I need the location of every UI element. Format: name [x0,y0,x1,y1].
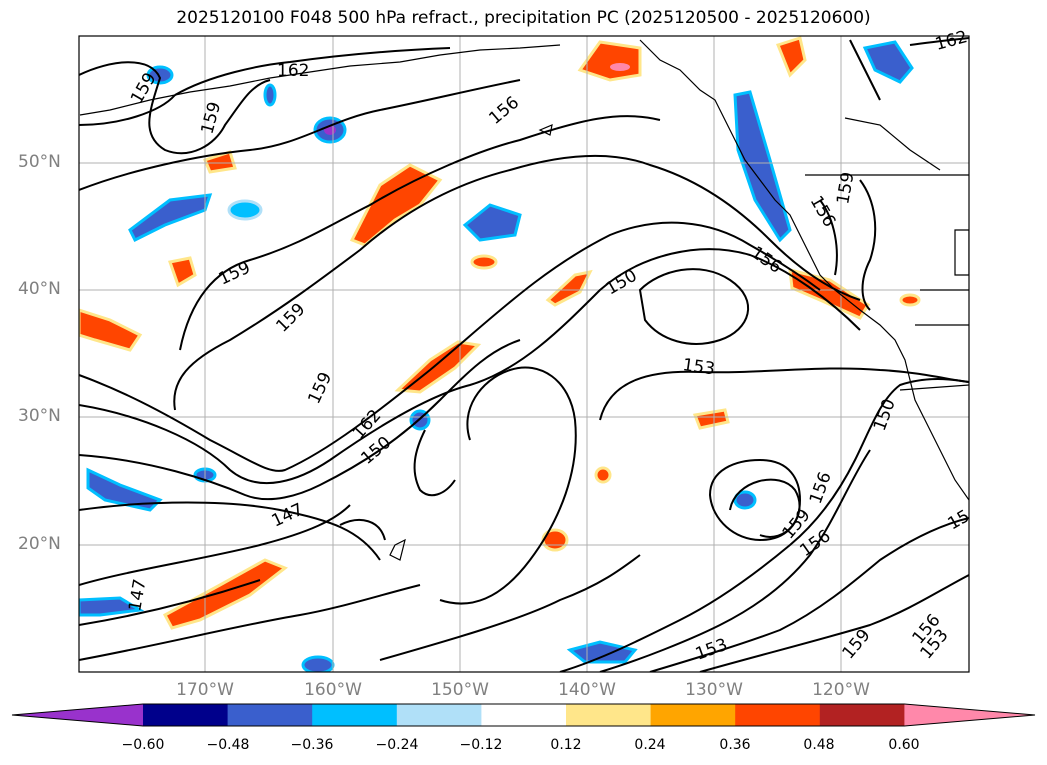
colorbar-swatch [312,704,398,726]
precip-positive-area [168,256,197,288]
colorbar-extend-min [12,704,143,726]
map-plot-area [79,36,969,672]
precip-negative-area [862,40,914,84]
colorbar-tick-label: 0.12 [550,737,582,753]
plot-frame [78,35,970,673]
colorbar-tick-label: −0.24 [375,737,419,753]
lat-label: 50°N [18,152,61,172]
colorbar-tick-label: 0.60 [888,737,920,753]
colorbar-swatch [481,704,567,726]
precip-positive-area [162,558,288,630]
lon-label: 120°W [812,680,870,700]
colorbar-tick-label: −0.36 [290,737,334,753]
lon-label: 130°W [685,680,743,700]
lon-label: 150°W [431,680,489,700]
contour-label: 153 [681,355,716,379]
precip-positive-area [202,150,237,174]
colorbar-extend-max [904,704,1035,726]
colorbar-swatch [566,704,652,726]
lat-label: 40°N [18,279,61,299]
precip-negative-area [733,90,792,243]
precip-negative-area [86,467,163,512]
precip-positive-area [577,40,642,82]
precip-negative-area [301,655,335,672]
precip-negative-area [566,640,638,664]
precip-negative-area [227,199,263,221]
lon-label: 170°W [176,680,234,700]
precip-negative-area [263,83,277,107]
contour-label: 162 [277,61,309,81]
lon-label: 160°W [304,680,362,700]
map-title: 2025120100 F048 500 hPa refract., precip… [176,8,871,28]
colorbar-swatch [650,704,736,726]
colorbar-tick-label: 0.48 [803,737,835,753]
contour-lines [79,37,969,672]
precip-positive-area [541,528,569,552]
colorbar-outline [11,703,1036,727]
lat-label: 30°N [18,406,61,426]
precip-negative-area [733,490,757,510]
colorbar-tick-label: 0.36 [719,737,751,753]
graticule [79,36,969,672]
colorbar [11,703,1036,727]
colorbar-swatch [143,704,229,726]
precip-negative-area [462,203,522,242]
lat-label: 20°N [18,534,61,554]
precip-positive-area [899,293,921,307]
precip-positive-core [610,63,630,71]
colorbar-tick-label: −0.60 [121,737,165,753]
colorbar-tick-label: −0.48 [206,737,250,753]
colorbar-swatch [735,704,821,726]
precipitation-shading [79,36,921,672]
precip-positive-area [692,408,730,430]
lon-label: 140°W [558,680,616,700]
precip-positive-area [470,254,498,270]
precip-positive-area [79,308,143,352]
colorbar-tick-label: 0.24 [634,737,666,753]
colorbar-tick-label: −0.12 [459,737,503,753]
colorbar-swatch [819,704,905,726]
colorbar-swatch [396,704,482,726]
precip-positive-area [594,466,612,484]
precip-positive-area [776,36,807,78]
precip-negative-area [79,596,145,617]
colorbar-swatch [227,704,313,726]
precip-positive-area [545,269,593,307]
